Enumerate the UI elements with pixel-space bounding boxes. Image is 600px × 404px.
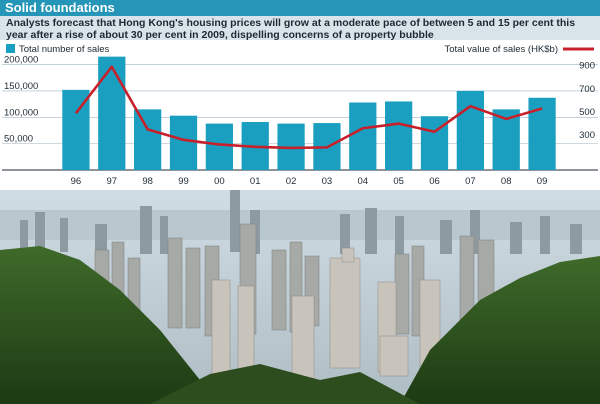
x-axis-labels: 96 97 98 99 00 01 02 03 04 05 06 07 08 09: [71, 176, 548, 187]
legend-line-label: Total value of sales (HK$b): [444, 44, 558, 55]
x-tick-label: 97: [106, 176, 117, 187]
x-tick-label: 96: [71, 176, 82, 187]
legend-bar-label: Total number of sales: [19, 44, 110, 55]
bar-04: [349, 102, 377, 170]
bar-00: [205, 123, 233, 170]
subtitle: Analysts forecast that Hong Kong's housi…: [6, 17, 576, 41]
bar-97: [98, 56, 126, 170]
bar-05: [385, 101, 413, 170]
bar-98: [134, 109, 162, 170]
right-axis-ticks: 900 700 500 300: [579, 61, 595, 142]
right-tick-label: 700: [579, 84, 595, 95]
page-title: Solid foundations: [5, 0, 115, 15]
hong-kong-skyline-photo: [0, 150, 600, 404]
left-tick-label: 200,000: [4, 55, 38, 66]
x-tick-label: 01: [250, 176, 261, 187]
x-tick-label: 06: [429, 176, 440, 187]
left-tick-label: 100,000: [4, 107, 38, 118]
left-tick-label: 150,000: [4, 81, 38, 92]
legend-bar: Total number of sales: [6, 44, 110, 55]
legend-bar-swatch: [6, 44, 15, 53]
bar-99: [169, 115, 198, 170]
x-tick-label: 07: [465, 176, 476, 187]
x-tick-label: 03: [322, 176, 333, 187]
right-tick-label: 300: [579, 130, 595, 141]
right-tick-label: 900: [579, 61, 595, 72]
bar-07: [456, 90, 484, 170]
x-tick-label: 99: [178, 176, 189, 187]
sales-value-line: [74, 65, 543, 150]
x-tick-label: 98: [142, 176, 153, 187]
x-tick-label: 08: [501, 176, 512, 187]
header-bar: Solid foundations: [0, 0, 600, 16]
x-tick-label: 05: [393, 176, 404, 187]
x-tick-label: 09: [537, 176, 548, 187]
sales-chart: 200,000 150,000 100,000 50,000 900 700 500 300…: [0, 40, 600, 190]
x-tick-label: 02: [286, 176, 297, 187]
left-axis-ticks: 200,000 150,000 100,000 50,000: [4, 55, 38, 145]
legend-line: Total value of sales (HK$b): [444, 44, 594, 55]
x-tick-label: 00: [214, 176, 225, 187]
left-tick-label: 50,000: [4, 134, 33, 145]
x-tick-label: 04: [357, 176, 368, 187]
right-tick-label: 500: [579, 107, 595, 118]
line-series: [74, 65, 543, 150]
